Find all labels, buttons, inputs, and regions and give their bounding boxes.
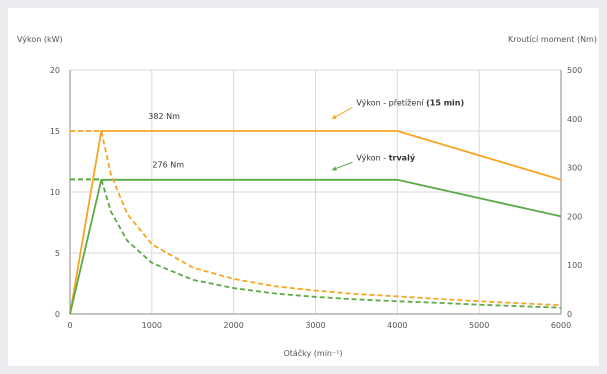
chart-card: 0 1000 2000 3000 4000 5000 6000 0 5 10 15 20 0 100 200…: [8, 8, 599, 366]
series-layer: [69, 130, 562, 315]
y-tick-label-right: 300: [567, 164, 582, 173]
annotation-text: Výkon -: [356, 153, 388, 162]
annotation-3: Výkon - trvalý: [356, 153, 415, 162]
annotation-text-bold: (15 min): [426, 98, 464, 107]
annotation-1: 276 Nm: [152, 161, 184, 170]
y-tick-label-left: 5: [55, 249, 60, 258]
x-tick-label: 1000: [142, 321, 162, 330]
x-tick-label: 4000: [387, 321, 407, 330]
y-tick-label-right: 400: [567, 115, 582, 124]
axes: 0 1000 2000 3000 4000 5000 6000051015200100200…: [50, 66, 582, 330]
x-tick-label: 3000: [305, 321, 325, 330]
annotation-2: Výkon - přetížení (15 min): [356, 98, 464, 107]
annotation-0: 382 Nm: [148, 112, 180, 121]
annotation-text: Výkon - přetížení: [356, 98, 426, 107]
y-tick-label-right: 500: [567, 66, 582, 75]
x-tick-label: 2000: [223, 321, 243, 330]
annotation-text-bold: trvalý: [389, 153, 416, 162]
x-tick-label: 5000: [469, 321, 489, 330]
power-torque-chart: 0 1000 2000 3000 4000 5000 6000051015200100200…: [17, 35, 597, 358]
y-tick-label-left: 0: [55, 310, 60, 319]
x-axis-label: Otáčky (min⁻¹): [283, 348, 342, 358]
series-line-power_continuous: [69, 178, 562, 315]
series-line-torque_continuous: [70, 178, 562, 309]
y-tick-label-right: 200: [567, 212, 582, 221]
x-tick-label: 0: [67, 321, 72, 330]
y-tick-label-left: 20: [50, 66, 60, 75]
annotation-arrowhead: [331, 166, 337, 171]
x-tick-label: 6000: [551, 321, 571, 330]
y-tick-label-right: 0: [567, 310, 572, 319]
y-tick-label-left: 10: [50, 188, 60, 197]
y-tick-label-right: 100: [567, 261, 582, 270]
y-tick-label-left: 15: [50, 127, 60, 136]
y-axis-label-left: Výkon (kW): [17, 35, 63, 44]
grid: [70, 69, 562, 314]
y-axis-label-right: Kroutící moment (Nm): [508, 35, 597, 44]
series-line-torque_overload: [70, 130, 562, 307]
annotation-arrowhead: [331, 114, 337, 119]
series-line-power_overload: [69, 130, 562, 315]
